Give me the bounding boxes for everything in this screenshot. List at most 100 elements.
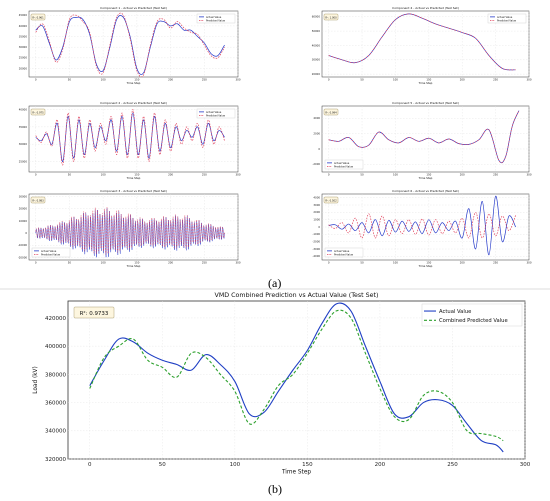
y-tick-label: 4000	[313, 116, 320, 120]
x-tick-label: 100	[393, 77, 398, 81]
y-tick-label: 40000	[312, 43, 321, 47]
y-tick-label: 50000	[312, 29, 321, 33]
x-tick-label: 50	[360, 77, 364, 81]
y-tick-label: -4000	[312, 254, 320, 258]
legend-box	[324, 159, 364, 170]
r2-box	[323, 108, 339, 116]
legend-label: Actual Value	[41, 249, 57, 253]
x-tick-label: 150	[134, 172, 139, 176]
legend-label: Combined Predicted Value	[439, 318, 508, 324]
x-tick-label: 150	[302, 462, 313, 468]
plot-area	[67, 300, 526, 460]
r2-value: R²: 0.994	[325, 110, 337, 114]
x-tick-label: 150	[134, 77, 139, 81]
y-tick-label: 30000	[19, 142, 28, 146]
x-tick-label: 50	[360, 172, 364, 176]
r2-box	[323, 196, 339, 204]
x-tick-label: 0	[35, 172, 37, 176]
legend-box	[324, 247, 364, 258]
x-tick-label: 100	[230, 462, 241, 468]
x-tick-label: 300	[236, 77, 241, 81]
x-tick-label: 300	[527, 77, 532, 81]
chart-title: Component 5 - Actual vs Predicted (Test …	[392, 101, 459, 105]
y-tick-label: 1000	[313, 218, 320, 222]
x-tick-label: 300	[527, 172, 532, 176]
r2-value: R²: 0.502	[325, 198, 337, 202]
x-tick-label: 50	[68, 77, 72, 81]
legend-label: Predicted Value	[41, 253, 61, 257]
y-tick-label: 2000	[313, 210, 320, 214]
y-tick-label: 2000	[313, 132, 320, 136]
x-tick-label: 200	[460, 260, 465, 264]
y-tick-label: -10000	[18, 243, 28, 247]
x-tick-label: 150	[426, 260, 431, 264]
y-tick-label: 40000	[19, 24, 28, 28]
legend-label: Actual Value	[334, 249, 350, 253]
y-tick-label: 0	[318, 147, 320, 151]
y-tick-label: -2000	[312, 240, 320, 244]
legend-box	[196, 108, 236, 119]
x-axis-label: Time Step	[126, 176, 141, 180]
legend-label: Actual Value	[206, 110, 222, 114]
x-tick-label: 200	[460, 172, 465, 176]
x-tick-label: 200	[375, 462, 386, 468]
chart-c3: -20000 -10000 0 10000 20000 30000 0 50 100 150 200…	[18, 189, 241, 268]
x-tick-label: 100	[393, 260, 398, 264]
chart-title: Component 6 - Actual vs Predicted (Test …	[392, 189, 459, 193]
x-tick-label: 250	[493, 77, 498, 81]
series-line-actual	[35, 15, 225, 75]
chart-c2: 25000 30000 35000 40000 0 50 100 150 200 250 300 Co…	[19, 101, 241, 180]
y-tick-label: 20000	[19, 207, 28, 211]
series-line-predicted	[89, 309, 504, 442]
y-tick-label: 3000	[313, 203, 320, 207]
x-tick-label: 250	[202, 77, 207, 81]
y-tick-label: 320000	[45, 457, 66, 463]
x-tick-label: 50	[68, 260, 72, 264]
x-tick-label: 300	[236, 172, 241, 176]
r2-value: R²: 1.000	[325, 15, 337, 19]
r2-box	[30, 13, 46, 21]
chart-title: Component 1 - Actual vs Predicted (Test …	[100, 6, 167, 10]
chart-c4: 20000 30000 40000 50000 60000 0 50 100 150 200 250…	[312, 6, 532, 85]
series-line-predicted	[328, 110, 520, 164]
legend-label: Predicted Value	[206, 114, 226, 118]
x-tick-label: 200	[168, 260, 173, 264]
r2-value: R²: 0.961	[32, 15, 44, 19]
x-tick-label: 100	[101, 77, 106, 81]
x-tick-label: 100	[393, 172, 398, 176]
chart-title: Component 4 - Actual vs Predicted (Test …	[392, 6, 459, 10]
x-tick-label: 200	[168, 77, 173, 81]
chart-title: VMD Combined Prediction vs Actual Value …	[215, 292, 379, 299]
legend-label: Actual Value	[334, 161, 350, 165]
x-tick-label: 250	[202, 260, 207, 264]
y-tick-label: 340000	[45, 429, 66, 435]
x-tick-label: 250	[493, 172, 498, 176]
y-tick-label: 40000	[19, 107, 28, 111]
x-axis-label: Time Step	[126, 264, 141, 268]
r2-box	[30, 108, 46, 116]
y-tick-label: 25000	[19, 56, 28, 60]
x-tick-label: 250	[447, 462, 458, 468]
y-tick-label: -20000	[18, 255, 28, 259]
y-tick-label: 30000	[312, 58, 321, 62]
x-tick-label: 0	[35, 77, 37, 81]
chart-c5: -2000 0 2000 4000 0 50 100 150 200 250 300 Componen…	[312, 101, 531, 180]
y-tick-label: -2000	[312, 162, 320, 166]
legend-box	[31, 247, 71, 258]
series-line-predicted	[328, 211, 516, 239]
y-tick-label: 0	[318, 225, 320, 229]
chart-title: Component 2 - Actual vs Predicted (Test …	[100, 101, 167, 105]
legend-label: Actual Value	[497, 15, 513, 19]
y-tick-label: 420000	[45, 316, 66, 322]
series-line-predicted	[328, 13, 516, 71]
legend-label: Predicted Value	[206, 19, 226, 23]
y-tick-label: 25000	[19, 159, 28, 163]
x-axis-label: Time Step	[281, 469, 311, 475]
x-axis-label: Time Step	[418, 176, 433, 180]
legend-box	[421, 303, 523, 327]
x-tick-label: 300	[520, 462, 531, 468]
series-line-predicted	[35, 207, 225, 256]
r2-value: R²: 0.983	[32, 198, 44, 202]
legend-box	[487, 13, 527, 24]
y-tick-label: 30000	[19, 194, 28, 198]
